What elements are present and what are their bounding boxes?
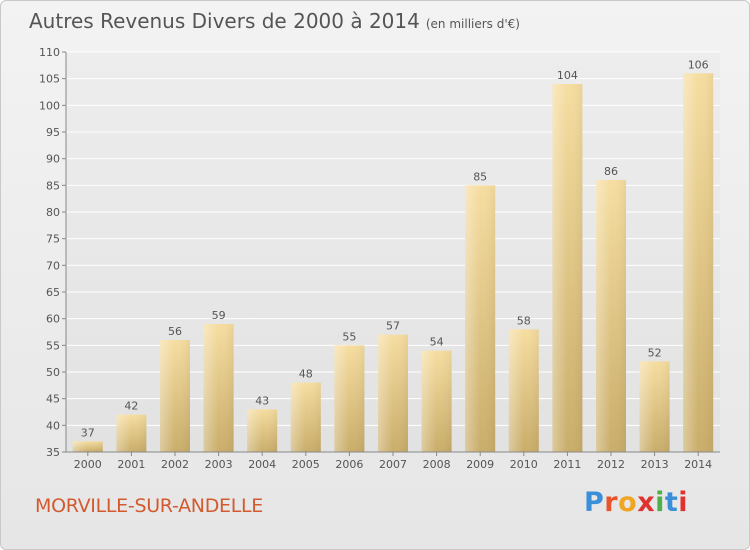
x-tick-label: 2000 <box>74 458 102 471</box>
bar-highlight <box>421 350 452 452</box>
bar-highlight <box>160 340 190 452</box>
bar-highlight <box>683 73 714 452</box>
bar-highlight <box>508 329 539 452</box>
bar-highlight <box>334 345 365 452</box>
data-label: 56 <box>168 325 182 338</box>
data-label: 86 <box>604 165 618 178</box>
data-label: 52 <box>648 346 662 359</box>
y-tick-label: 50 <box>46 366 60 379</box>
x-tick-label: 2007 <box>379 458 407 471</box>
data-label: 42 <box>124 400 138 413</box>
x-tick-label: 2010 <box>510 458 538 471</box>
x-tick-label: 2001 <box>117 458 145 471</box>
chart-subtitle: (en milliers d'€) <box>425 17 520 31</box>
y-tick-label: 85 <box>46 179 60 192</box>
logo-letter: P <box>584 487 605 518</box>
y-tick-label: 35 <box>46 446 60 459</box>
data-label: 106 <box>688 58 709 71</box>
bar-highlight <box>378 334 408 452</box>
y-tick-label: 90 <box>46 153 60 166</box>
proxiti-logo: Proxiti <box>584 487 694 523</box>
y-tick-label: 45 <box>46 393 60 406</box>
y-tick-label: 95 <box>46 126 60 139</box>
y-tick-label: 105 <box>39 73 60 86</box>
bar-highlight <box>203 324 234 452</box>
y-tick-label: 100 <box>39 99 60 112</box>
x-tick-label: 2008 <box>423 458 451 471</box>
y-tick-label: 80 <box>46 206 60 219</box>
chart-title-block: Autres Revenus Divers de 2000 à 2014 (en … <box>29 9 520 33</box>
bar-highlight <box>596 180 626 452</box>
bar-highlight <box>552 84 583 452</box>
y-tick-label: 55 <box>46 339 60 352</box>
data-label: 55 <box>342 330 356 343</box>
data-label: 104 <box>557 69 578 82</box>
x-tick-label: 2012 <box>597 458 625 471</box>
y-tick-label: 70 <box>46 259 60 272</box>
data-label: 58 <box>517 314 531 327</box>
data-label: 48 <box>299 368 313 381</box>
x-tick-label: 2009 <box>466 458 494 471</box>
bar-highlight <box>116 414 147 452</box>
data-label: 57 <box>386 320 400 333</box>
x-tick-label: 2002 <box>161 458 189 471</box>
x-tick-label: 2003 <box>205 458 233 471</box>
bar-highlight <box>72 441 103 452</box>
y-tick-label: 60 <box>46 313 60 326</box>
logo-letter: o <box>618 487 638 518</box>
logo-letter: t <box>664 487 679 518</box>
logo-letter: r <box>604 487 619 518</box>
x-tick-label: 2013 <box>641 458 669 471</box>
x-tick-label: 2005 <box>292 458 320 471</box>
x-tick-label: 2006 <box>335 458 363 471</box>
data-label: 59 <box>212 309 226 322</box>
chart-title: Autres Revenus Divers de 2000 à 2014 <box>29 9 420 33</box>
location-name: MORVILLE-SUR-ANDELLE <box>35 495 264 517</box>
data-label: 85 <box>473 170 487 183</box>
bar-highlight <box>465 185 496 453</box>
logo-letter: i <box>678 487 689 518</box>
y-tick-label: 40 <box>46 419 60 432</box>
y-tick-label: 110 <box>39 46 60 59</box>
y-tick-label: 65 <box>46 286 60 299</box>
logo-letter: x <box>637 487 656 518</box>
logo-letter: i <box>655 487 665 518</box>
y-tick-label: 75 <box>46 233 60 246</box>
bar-highlight <box>290 382 321 452</box>
bar-highlight <box>639 361 670 452</box>
x-tick-label: 2011 <box>553 458 581 471</box>
data-label: 54 <box>430 336 444 349</box>
data-label: 43 <box>255 394 269 407</box>
x-tick-label: 2004 <box>248 458 276 471</box>
data-label: 37 <box>81 426 95 439</box>
bar-highlight <box>247 409 278 452</box>
x-tick-label: 2014 <box>684 458 712 471</box>
